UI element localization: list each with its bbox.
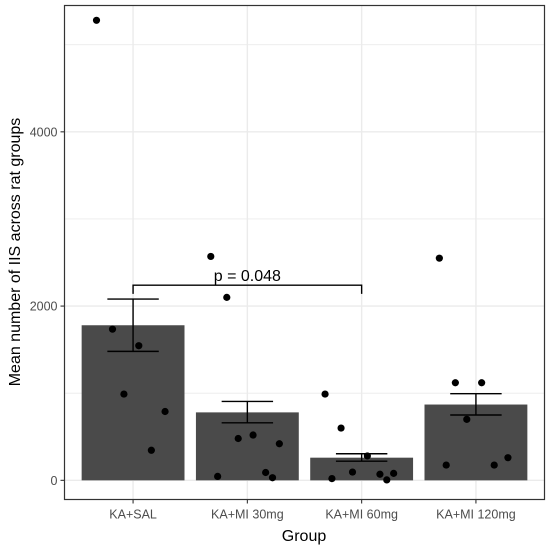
data-point (390, 469, 398, 477)
x-tick-label: KA+MI 30mg (211, 508, 284, 522)
error-bar (107, 298, 159, 353)
error-bars (107, 298, 502, 462)
significance-annotation: p = 0.048 (132, 268, 363, 294)
error-bar (335, 453, 388, 462)
x-axis-title: Group (282, 528, 327, 545)
x-tick-label: KA+MI 120mg (436, 508, 516, 522)
data-point (328, 474, 336, 483)
data-point (376, 470, 384, 478)
data-point (348, 468, 357, 476)
data-point (234, 434, 242, 443)
data-point (442, 461, 450, 469)
y-tick-label: 4000 (30, 125, 58, 139)
data-point (337, 424, 345, 432)
data-point (223, 293, 231, 301)
x-axis: KA+SAL KA+MI 30mg KA+MI 60mg KA+MI 120mg (109, 499, 516, 522)
data-point (214, 472, 222, 481)
x-tick-label: KA+MI 60mg (325, 508, 398, 522)
data-point (92, 16, 101, 24)
y-axis: 0 2000 4000 (30, 125, 65, 488)
data-point (478, 379, 486, 387)
data-point (363, 452, 371, 460)
data-point (262, 468, 270, 477)
bar-ka-mi-60mg (310, 457, 414, 481)
bars (81, 325, 528, 481)
data-point (147, 446, 155, 454)
data-point (490, 461, 498, 469)
data-point (451, 379, 459, 387)
data-point (504, 454, 512, 462)
data-points (92, 16, 512, 484)
data-point (275, 440, 283, 448)
data-point (135, 342, 143, 350)
data-point (120, 390, 128, 398)
data-point (435, 254, 443, 262)
data-point (207, 252, 215, 261)
data-point (321, 390, 329, 398)
data-point (268, 474, 277, 482)
y-axis-title: Mean number of IIS across rat groups (7, 118, 24, 387)
error-bar (450, 392, 502, 416)
data-point (463, 415, 471, 423)
y-tick-label: 2000 (30, 300, 58, 314)
error-bar (221, 400, 274, 424)
data-point (383, 476, 391, 484)
significance-bracket (132, 284, 363, 294)
data-point (108, 325, 117, 333)
y-tick-label: 0 (51, 474, 58, 488)
p-value-label: p = 0.048 (214, 268, 281, 285)
bar-ka-mi-120mg (424, 404, 528, 481)
panel-border (63, 4, 546, 501)
data-point (161, 407, 169, 416)
data-point (249, 431, 257, 439)
x-tick-label: KA+SAL (109, 508, 157, 522)
